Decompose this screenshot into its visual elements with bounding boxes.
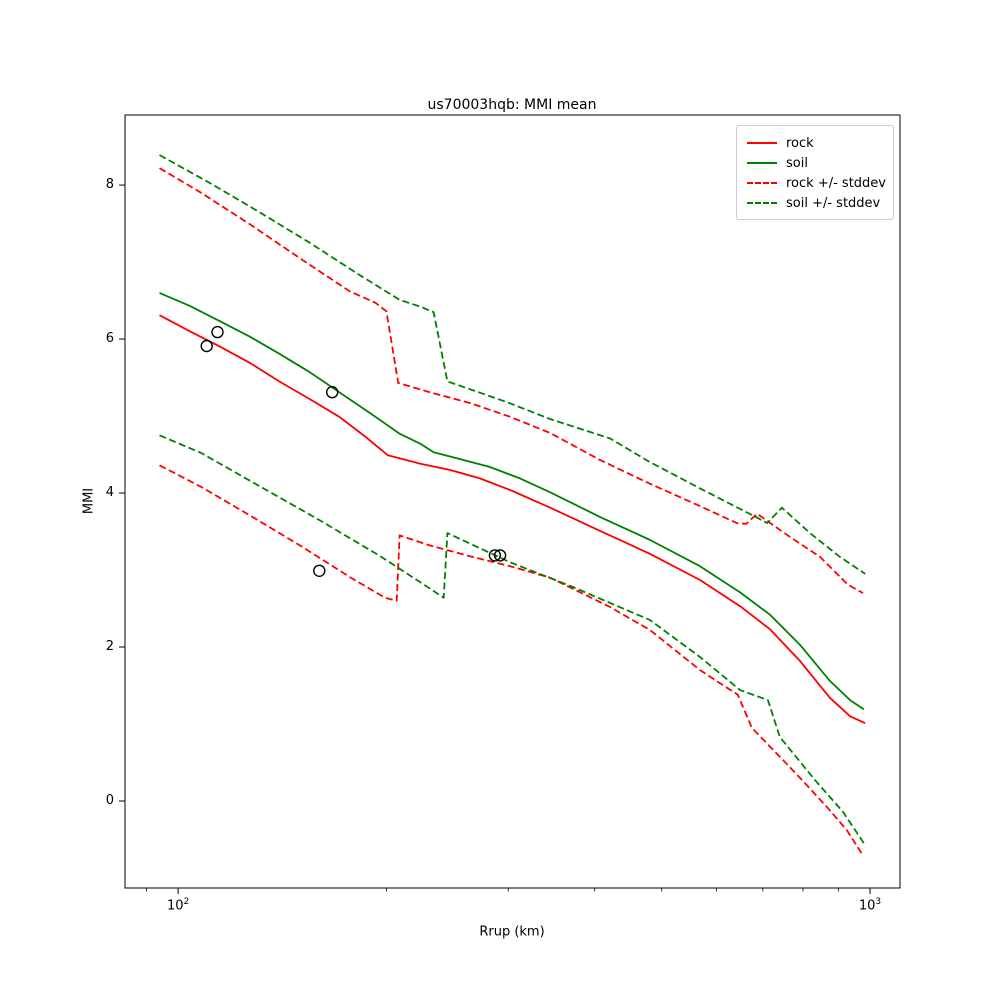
- x-tick-label-1000: 103: [859, 897, 881, 913]
- observation-marker: [493, 549, 507, 562]
- observation-marker: [211, 325, 224, 339]
- y-tick-label: 4: [105, 485, 114, 501]
- series-rock-mean: [159, 314, 866, 725]
- y-tick-label: 2: [105, 639, 114, 654]
- x-axis-label: Rrup (km): [479, 924, 545, 940]
- legend-item-soil-stddev: soil +/- stddev: [747, 193, 883, 213]
- legend-label: soil: [786, 155, 808, 171]
- legend-item-rock: rock: [747, 133, 883, 153]
- x-tick-base: 10: [166, 898, 184, 914]
- y-tick-label: 8: [105, 177, 114, 193]
- legend-line-sample-soil: [747, 162, 777, 164]
- y-tick-label: 6: [105, 331, 114, 347]
- series-soil-plus-stddev: [159, 154, 866, 575]
- legend: rock soil rock +/- stddev soil +/- stdde…: [736, 125, 894, 220]
- legend-label: rock: [786, 135, 814, 151]
- legend-line-sample-rock-stddev: [747, 182, 777, 184]
- x-tick-exponent: 2: [183, 897, 190, 907]
- x-tick-base: 10: [858, 898, 876, 914]
- observation-marker: [488, 549, 502, 562]
- observation-marker: [200, 339, 213, 353]
- series-rock-plus-stddev: [159, 167, 864, 594]
- observation-marker: [326, 386, 339, 399]
- x-tick-exponent: 3: [875, 897, 882, 907]
- chart-title: us70003hqb: MMI mean: [427, 97, 597, 113]
- legend-label: soil +/- stddev: [786, 195, 881, 211]
- observation-marker: [313, 564, 326, 577]
- series-soil-minus-stddev: [159, 434, 865, 844]
- legend-label: rock +/- stddev: [786, 175, 886, 191]
- legend-item-soil: soil: [747, 153, 883, 173]
- plot-border: [124, 114, 901, 889]
- series-soil-mean: [159, 292, 865, 711]
- y-tick-label: 0: [105, 792, 114, 808]
- legend-line-sample-rock: [747, 142, 777, 144]
- series-rock-minus-stddev: [159, 464, 863, 855]
- legend-item-rock-stddev: rock +/- stddev: [747, 173, 886, 193]
- x-tick-label-100: 102: [167, 897, 189, 913]
- legend-line-sample-soil-stddev: [747, 202, 777, 204]
